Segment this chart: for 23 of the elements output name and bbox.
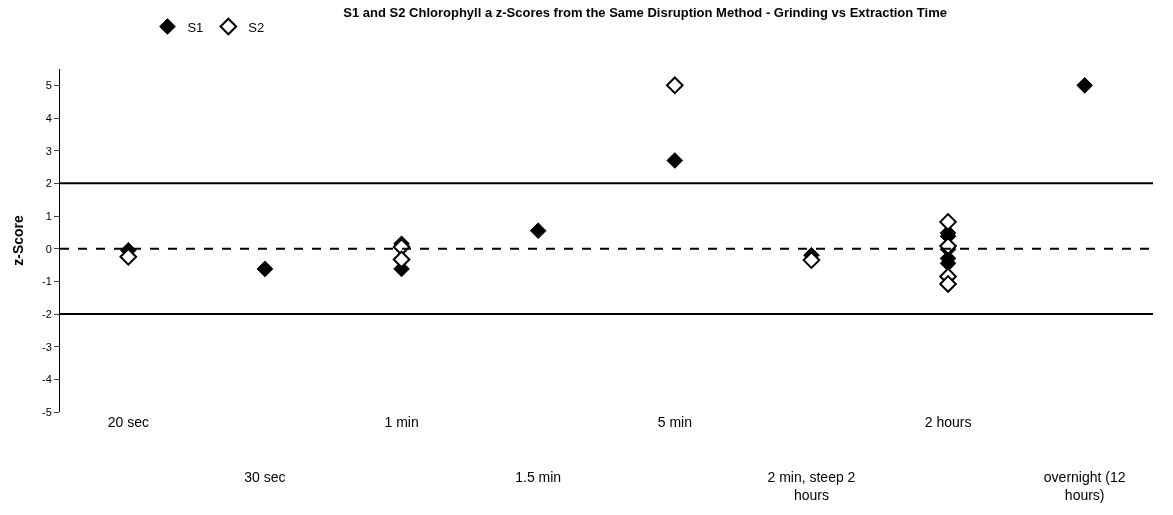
x-tick-label: 1 min xyxy=(384,414,419,430)
x-tick-label: 2 min, steep 2 hours xyxy=(767,468,856,503)
y-tick-label: -3 xyxy=(42,340,52,353)
y-tick-label: 5 xyxy=(45,79,52,92)
x-tick-label: overnight (12 hours) xyxy=(1043,468,1126,503)
chart-title: S1 and S2 Chlorophyll a z-Scores from the Same Disruption Method - Grinding vs Extraction Time xyxy=(343,4,947,20)
x-tick-label: 2 hours xyxy=(924,414,972,430)
y-tick-label: 2 xyxy=(45,177,52,190)
y-tick-label: -1 xyxy=(42,275,52,288)
y-tick-label: 1 xyxy=(45,209,52,222)
x-tick-label: 20 sec xyxy=(107,414,149,430)
y-tick-label: -5 xyxy=(42,405,52,418)
legend-label: S1 xyxy=(187,19,204,35)
legend-label: S2 xyxy=(248,19,265,35)
x-tick-label: 5 min xyxy=(657,414,692,430)
y-tick-label: 4 xyxy=(45,111,52,124)
y-tick-label: -2 xyxy=(42,307,52,320)
y-tick-label: 3 xyxy=(45,144,52,157)
x-tick-label: 30 sec xyxy=(244,468,286,485)
y-tick-label: -4 xyxy=(42,373,52,386)
y-axis-title: z-Score xyxy=(9,215,26,266)
y-tick-label: 0 xyxy=(45,242,52,255)
x-tick-label: 1.5 min xyxy=(515,468,562,485)
